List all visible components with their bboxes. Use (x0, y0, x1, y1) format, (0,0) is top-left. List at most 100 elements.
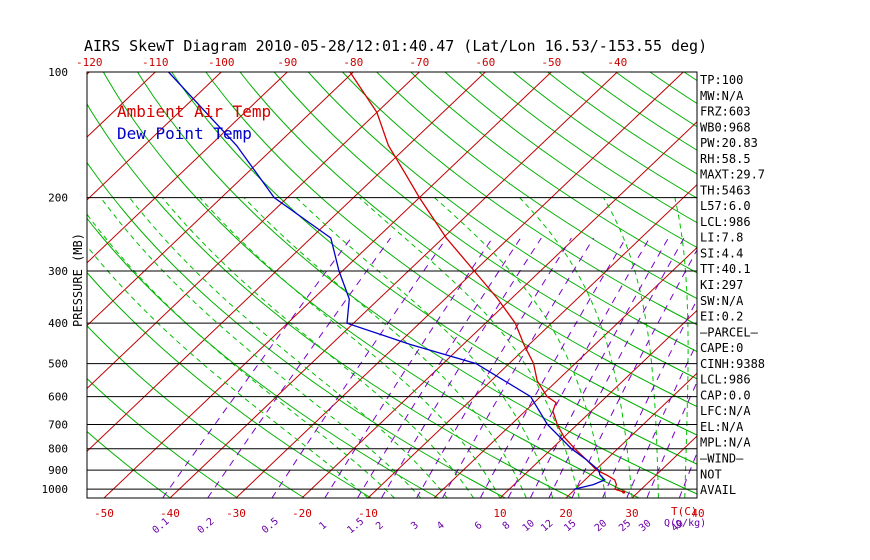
index-label: TT:40.1 (700, 262, 751, 276)
bottom-temp-tick-label: -50 (94, 507, 114, 520)
mixing-ratio-line (626, 341, 697, 498)
moist-adiabat-line (358, 197, 580, 498)
top-temp-tick-label: -50 (541, 56, 561, 69)
bottom-temp-tick-label: -40 (160, 507, 180, 520)
mixing-ratio-line (324, 237, 493, 498)
mixing-ratio-tick-label: 30 (637, 518, 653, 534)
index-label: MPL:N/A (700, 436, 751, 450)
index-label: LCL:986 (700, 215, 751, 229)
index-label: FRZ:603 (700, 105, 751, 119)
isotherm-line (433, 246, 697, 498)
moist-adiabat-line (87, 213, 395, 498)
dry-adiabat-line (444, 72, 697, 249)
bottom-temp-tick-label: 40 (691, 507, 704, 520)
dry-adiabat-line (171, 72, 697, 465)
mixing-ratio-tick-label: 2 (374, 520, 386, 532)
top-temp-tick-label: -60 (475, 56, 495, 69)
pressure-tick-label: 1000 (42, 483, 69, 496)
pressure-tick-label: 900 (48, 464, 68, 477)
bottom-temp-tick-label: 30 (625, 507, 638, 520)
index-label: EI:0.2 (700, 310, 743, 324)
dry-adiabat-line (87, 325, 305, 498)
mixing-ratio-tick-label: 6 (473, 520, 485, 532)
mixing-ratio-tick-label: 20 (593, 518, 609, 534)
bottom-temp-tick-label: -20 (292, 507, 312, 520)
pressure-tick-label: 400 (48, 317, 68, 330)
dry-adiabat-line (342, 72, 697, 326)
isotherm-line (367, 183, 697, 498)
isotherm-line (169, 72, 618, 498)
top-temp-tick-label: -70 (409, 56, 429, 69)
bottom-temp-tick-label: 20 (559, 507, 572, 520)
mixing-ratio-line (678, 451, 697, 498)
top-temp-tick-label: -80 (343, 56, 363, 69)
index-label: LI:7.8 (700, 231, 743, 245)
pressure-tick-label: 300 (48, 265, 68, 278)
dry-adiabat-line (649, 72, 697, 105)
mixing-ratio-line (442, 237, 595, 498)
index-label: LFC:N/A (700, 404, 751, 418)
dry-adiabat-line (137, 72, 697, 495)
bottom-temp-tick-label: -10 (358, 507, 378, 520)
top-temperature-ticks: -120 -110 -100 -90 -80 -70 -60 -50 -40 (76, 56, 627, 69)
surface-point-marker (622, 490, 626, 494)
dry-adiabat-line (307, 72, 697, 353)
mixing-ratio-tick-label: 3 (409, 520, 421, 532)
pressure-tick-label: 600 (48, 391, 68, 404)
dry-adiabat-line (581, 72, 697, 151)
mixing-ratio-line (271, 237, 448, 498)
legend-dew-point-temp: Dew Point Temp (117, 124, 252, 143)
index-label: SW:N/A (700, 294, 744, 308)
isotherm-line (235, 72, 684, 498)
dry-adiabat-line (239, 72, 697, 408)
mixing-ratio-tick-label: 0.2 (196, 516, 217, 536)
dry-adiabat-line (205, 72, 697, 436)
isotherm-line (87, 72, 288, 264)
index-label: TP:100 (700, 73, 743, 87)
index-label: TH:5463 (700, 183, 751, 197)
dry-adiabat-line (547, 72, 697, 175)
dry-adiabat-line (87, 271, 372, 498)
index-label: CINH:9388 (700, 357, 765, 371)
legend: Ambient Air Temp Dew Point Temp (117, 102, 271, 143)
mixing-ratio-line (548, 237, 685, 498)
index-label: CAPE:0 (700, 341, 743, 355)
mixing-ratio-line (381, 237, 542, 498)
dry-adiabat-line (273, 72, 697, 380)
mixing-ratio-unit-label: Q(g/kg) (664, 518, 706, 529)
dry-adiabat-line (87, 377, 238, 498)
background-lines (87, 72, 870, 498)
index-label: KI:297 (700, 278, 743, 292)
mixing-ratio-line (571, 248, 697, 498)
profiles (168, 72, 626, 494)
mixing-ratio-tick-label: 4 (435, 520, 447, 532)
mixing-ratio-tick-label: 25 (617, 518, 633, 534)
dry-adiabat-line (478, 72, 697, 224)
legend-ambient-air-temp: Ambient Air Temp (117, 102, 271, 121)
y-axis-label: PRESSURE (MB) (71, 233, 85, 327)
moist-adiabat-line (519, 197, 633, 498)
isotherm-line (87, 72, 354, 327)
mixing-ratio-line (646, 380, 697, 498)
index-label: AVAIL (700, 483, 736, 497)
moist-adiabat-line (161, 197, 475, 498)
isotherm-line (499, 309, 697, 498)
isotherm-line (301, 121, 697, 498)
index-label: RH:58.5 (700, 152, 751, 166)
isotherm-line (103, 72, 552, 498)
dry-adiabat-line (87, 217, 439, 498)
bottom-temperature-ticks: -50 -40 -30 -20 -10 10 20 30 40 (94, 507, 705, 520)
index-label: EL:N/A (700, 420, 744, 434)
index-label: PW:20.83 (700, 136, 758, 150)
moist-adiabat-line (100, 197, 422, 498)
dry-adiabat-line (787, 72, 870, 498)
mixing-ratio-tick-label: 12 (539, 518, 555, 534)
mixing-ratio-line (207, 237, 392, 498)
isotherm-line (87, 72, 222, 201)
index-label: —PARCEL— (700, 325, 759, 339)
mixing-ratio-line (529, 237, 669, 498)
bottom-temp-tick-label: -30 (226, 507, 246, 520)
index-label: —WIND— (700, 451, 744, 465)
